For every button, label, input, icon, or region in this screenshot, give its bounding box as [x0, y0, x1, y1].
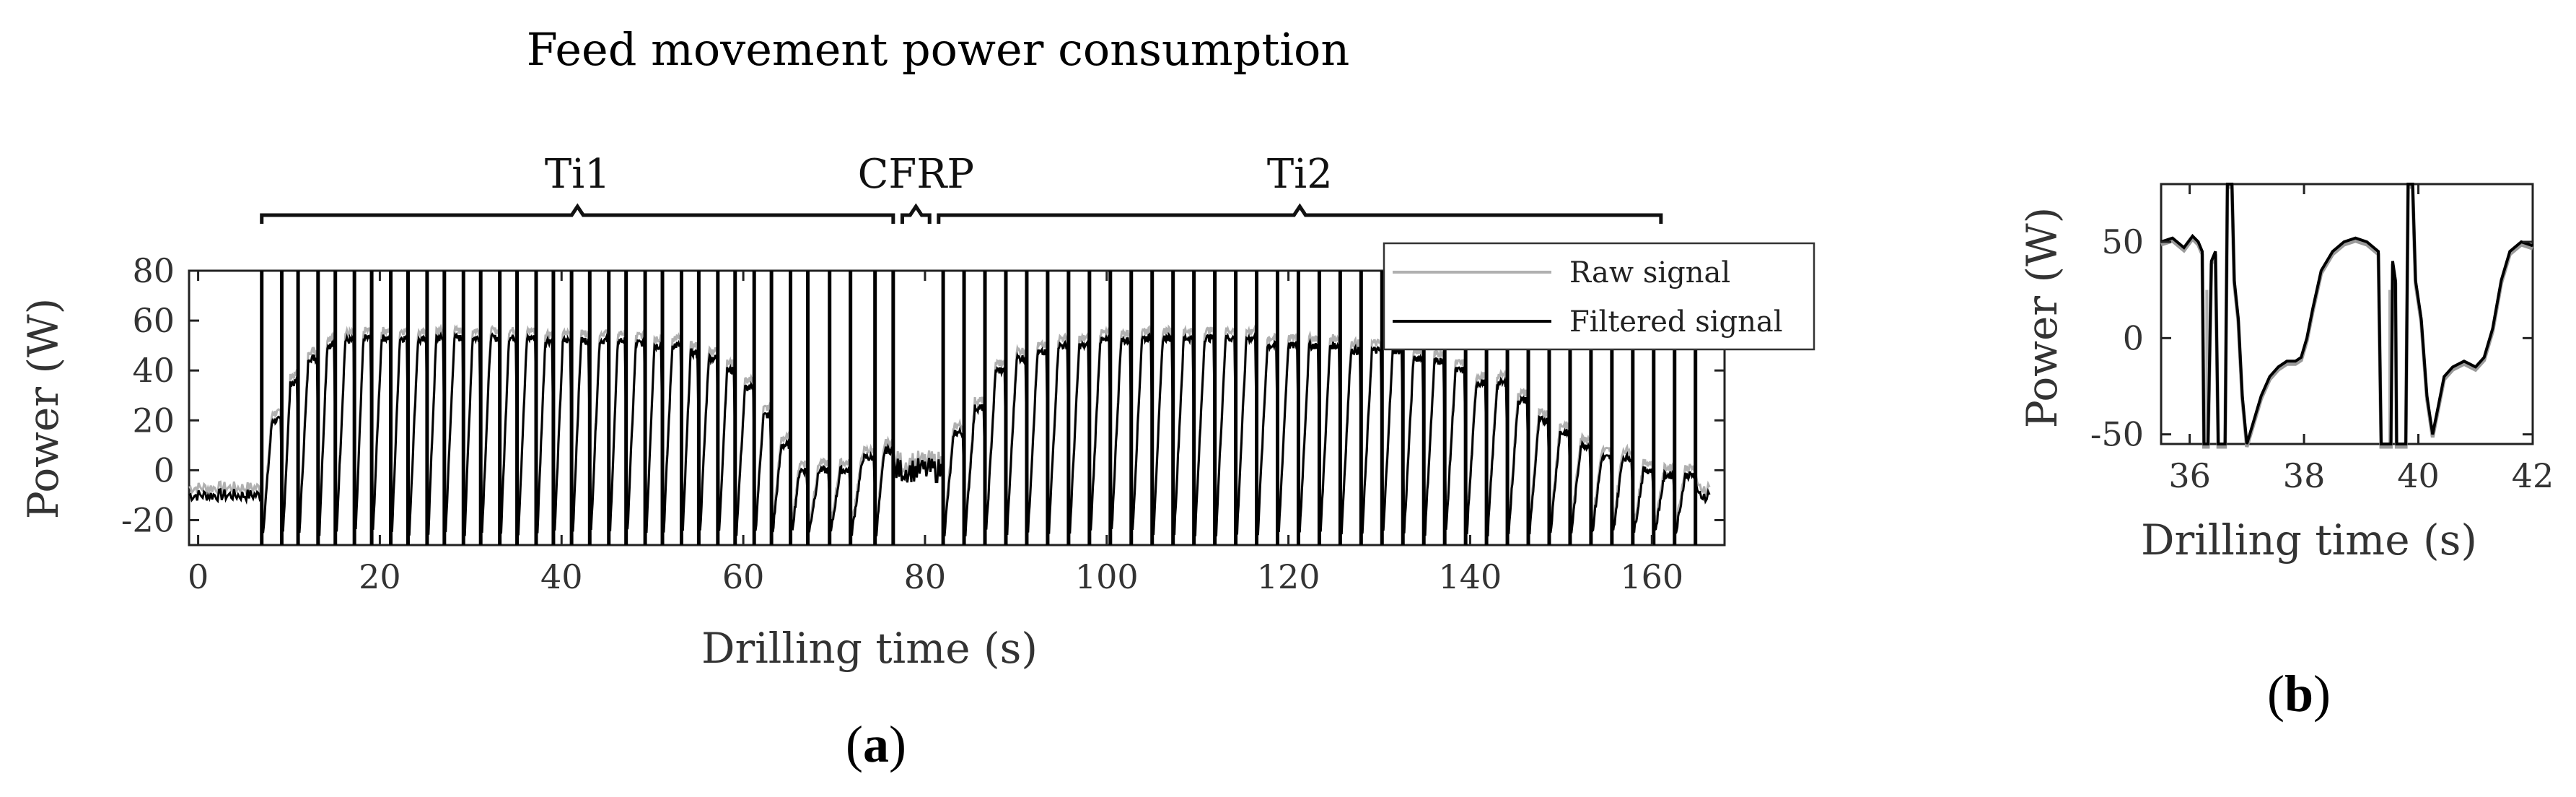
chart-a: Feed movement power consumption Ti1 CFRP T… — [19, 23, 1815, 673]
xtick-label: 60 — [722, 557, 765, 596]
chart-a-xticks: 0 20 40 60 80 100 120 140 160 — [188, 271, 1683, 596]
ytick-label: -50 — [2090, 415, 2144, 454]
legend-box — [1383, 242, 1815, 351]
xtick-label: 160 — [1620, 557, 1683, 596]
chart-b-ylabel: Power (W) — [2018, 207, 2067, 429]
chart-a-legend: Raw signal Filtered signal — [1383, 242, 1815, 351]
chart-a-yticks: 80 60 40 20 0 -20 — [121, 251, 1725, 539]
xtick-label: 120 — [1257, 557, 1320, 596]
phase-brace — [937, 203, 1663, 224]
chart-b-xlabel: Drilling time (s) — [2141, 515, 2477, 565]
chart-b-frame — [2160, 183, 2534, 445]
chart-a-title: Feed movement power consumption — [527, 23, 1350, 76]
chart-b-plot-area — [2160, 183, 2534, 449]
chart-a-xlabel: Drilling time (s) — [701, 624, 1038, 673]
xtick-label: 38 — [2283, 456, 2326, 495]
legend-filtered-label: Filtered signal — [1569, 305, 1783, 339]
chart-a-spikes — [260, 271, 1698, 545]
ytick-label: -20 — [121, 500, 175, 539]
ytick-label: 20 — [132, 401, 175, 440]
phase-label: Ti1 — [545, 151, 610, 198]
ytick-label: 0 — [154, 450, 175, 489]
phase-label: Ti2 — [1267, 151, 1333, 198]
ytick-label: 60 — [132, 301, 175, 340]
ytick-label: 80 — [132, 251, 175, 290]
phase-brace — [260, 203, 895, 224]
ytick-label: 50 — [2101, 222, 2144, 261]
xtick-label: 80 — [904, 557, 947, 596]
panel-label-b: (b) — [2267, 665, 2331, 723]
xtick-label: 100 — [1075, 557, 1139, 596]
chart-a-ylabel: Power (W) — [19, 298, 68, 520]
chart-b-xticks: 36 38 40 42 — [2168, 184, 2554, 495]
ytick-label: 0 — [2123, 318, 2144, 357]
xtick-label: 42 — [2512, 456, 2554, 495]
chart-b: 50 0 -50 36 38 40 42 Drilling time (s) Power … — [2018, 183, 2554, 565]
xtick-label: 40 — [540, 557, 583, 596]
xtick-label: 0 — [188, 557, 209, 596]
xtick-label: 40 — [2397, 456, 2440, 495]
chart-a-phases: Ti1 CFRP Ti2 — [260, 151, 1663, 224]
filtered-signal-line — [2160, 183, 2533, 445]
xtick-label: 140 — [1439, 557, 1502, 596]
ytick-label: 40 — [132, 351, 175, 390]
phase-label: CFRP — [858, 151, 975, 198]
chart-b-filtered-line — [2160, 183, 2533, 445]
panel-label-a: (a) — [846, 715, 906, 773]
legend-raw-label: Raw signal — [1569, 256, 1730, 289]
xtick-label: 36 — [2168, 456, 2211, 495]
xtick-label: 20 — [359, 557, 401, 596]
chart-b-yticks: 50 0 -50 — [2090, 222, 2533, 454]
phase-brace — [900, 203, 932, 224]
